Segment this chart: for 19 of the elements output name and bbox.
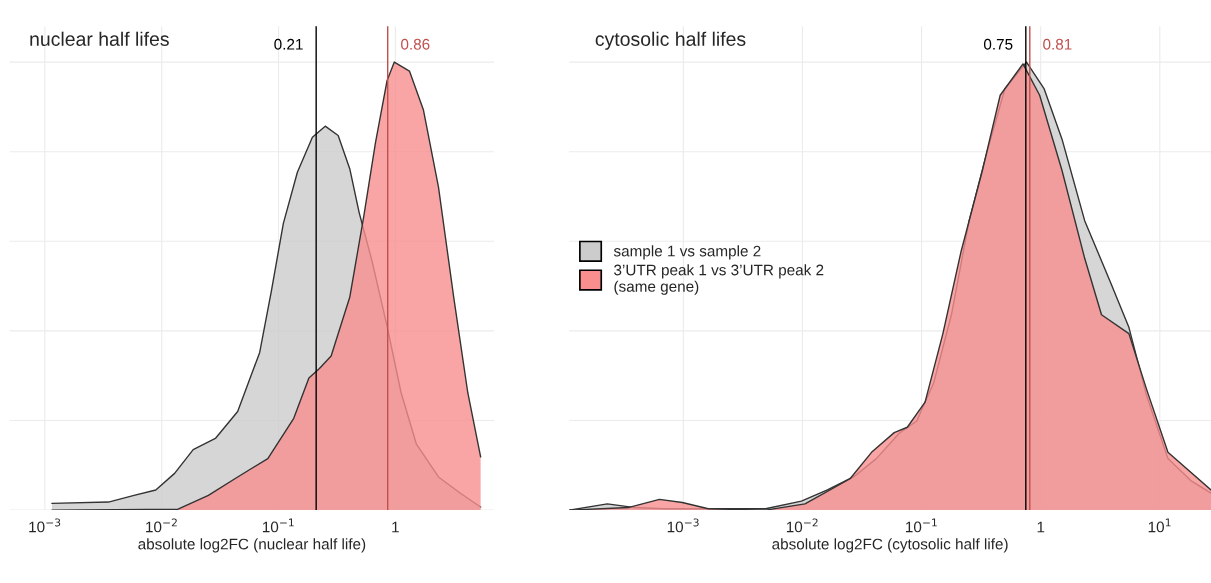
ref-line-label: 0.81 xyxy=(1043,38,1072,50)
x-tick-label: 10$^{−3}$ xyxy=(667,518,699,533)
x-tick-label: 10$^{−1}$ xyxy=(262,518,294,533)
x-tick-label: 10$^{1}$ xyxy=(1148,518,1171,533)
ref-line-label: 0.21 xyxy=(274,38,303,50)
chart-title: cytosolic half lifes xyxy=(595,31,746,50)
x-tick-label: 1 xyxy=(1037,521,1045,533)
ref-line-label: 0.86 xyxy=(401,38,430,50)
chart-title: nuclear half lifes xyxy=(30,31,169,46)
legend-label: sample 1 vs sample 2 xyxy=(613,245,761,260)
x-axis-title: absolute log2FC (nuclear half life) xyxy=(138,538,366,553)
x-axis-title: absolute log2FC (cytosolic half life) xyxy=(772,538,1008,553)
x-tick-label: 10$^{−2}$ xyxy=(146,518,177,533)
x-tick-label: 10$^{−2}$ xyxy=(786,518,818,533)
legend-label: 3’UTR peak 1 vs 3’UTR peak 2 (same gene) xyxy=(614,264,824,295)
x-tick-label: 1 xyxy=(392,521,399,533)
x-tick-label: 10$^{−3}$ xyxy=(29,518,61,533)
ref-line-label: 0.75 xyxy=(983,38,1013,50)
x-tick-label: 10$^{−1}$ xyxy=(906,518,937,533)
